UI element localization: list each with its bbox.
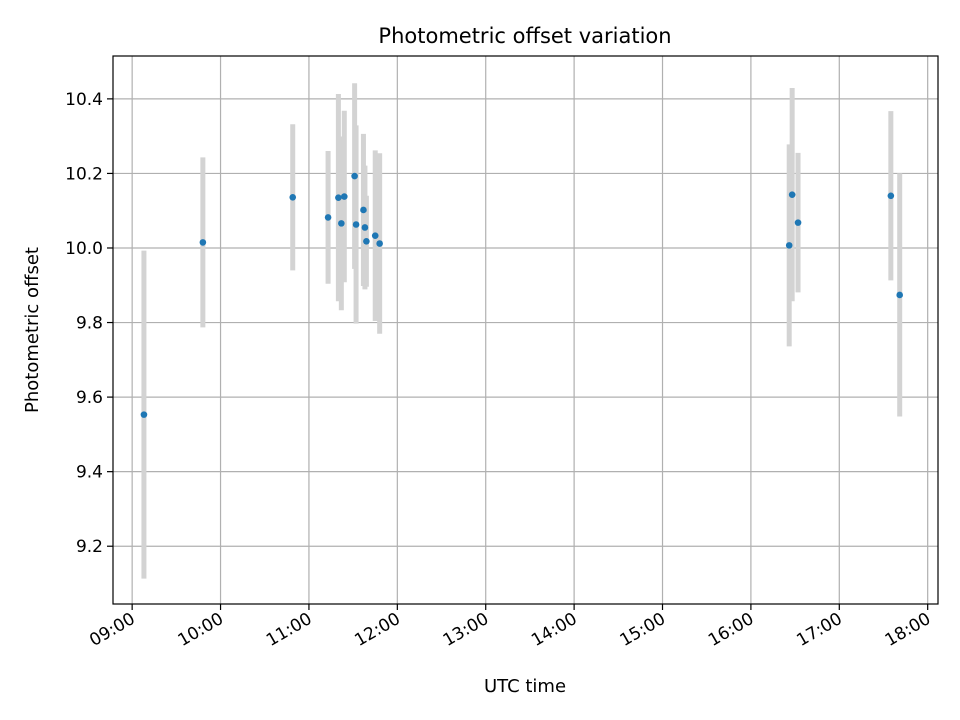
data-point bbox=[785, 242, 793, 249]
data-point bbox=[340, 193, 348, 200]
y-tick-label: 10.4 bbox=[65, 90, 103, 110]
data-point bbox=[371, 232, 379, 239]
data-point bbox=[376, 240, 383, 247]
data-point bbox=[199, 239, 207, 246]
y-axis: 9.2 9.4 9.6 9.8 10.0 10.2 10.4 bbox=[65, 90, 113, 557]
y-tick-label: 9.4 bbox=[76, 463, 103, 483]
data-point bbox=[363, 237, 370, 245]
y-tick-label: 10.2 bbox=[65, 164, 103, 184]
grid bbox=[113, 56, 938, 604]
data-point bbox=[896, 291, 903, 299]
y-tick-label: 10.0 bbox=[65, 239, 103, 259]
plot-frame bbox=[112, 55, 939, 605]
data-point bbox=[324, 214, 332, 221]
data-point bbox=[338, 220, 345, 227]
data-point bbox=[351, 172, 358, 180]
y-tick-label: 9.6 bbox=[76, 388, 103, 408]
y-tick-label: 9.8 bbox=[76, 314, 103, 334]
data-point bbox=[140, 411, 148, 418]
data-point bbox=[360, 206, 367, 214]
x-axis-label: UTC time bbox=[484, 676, 566, 697]
data-point bbox=[352, 221, 360, 228]
data-points bbox=[140, 172, 903, 418]
y-axis-label: Photometric offset bbox=[22, 247, 43, 413]
data-point bbox=[794, 219, 802, 226]
data-point bbox=[788, 191, 796, 198]
chart-title: Photometric offset variation bbox=[378, 24, 671, 48]
data-point bbox=[887, 192, 895, 200]
data-point bbox=[335, 194, 342, 201]
data-point bbox=[361, 224, 369, 231]
y-tick-label: 9.2 bbox=[76, 537, 103, 557]
data-point bbox=[289, 193, 297, 201]
